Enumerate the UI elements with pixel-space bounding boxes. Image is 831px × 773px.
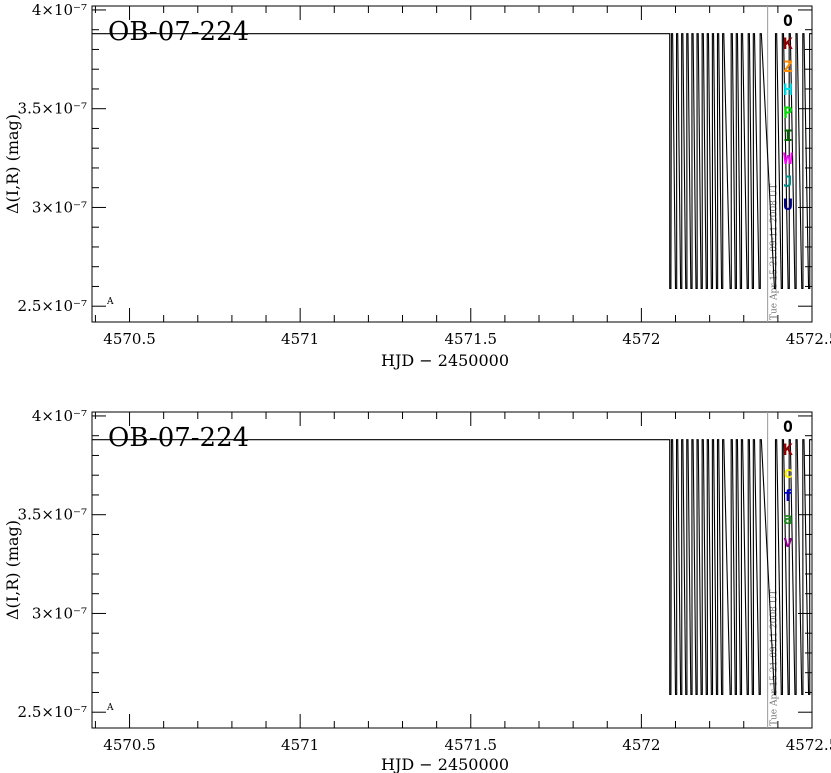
x-axis-label: HJD − 2450000 <box>381 351 509 370</box>
legend-entry: O <box>783 11 793 30</box>
legend-entry: U <box>783 195 793 214</box>
marker-label: A <box>106 297 114 307</box>
legend-entry: P <box>783 103 793 122</box>
y-tick-label: 3×10⁻⁷ <box>32 198 87 216</box>
legend-entry: I <box>783 126 793 145</box>
y-axis-label: Δ(I,R) (mag) <box>3 520 22 620</box>
x-tick-label: 4572.5 <box>786 736 831 754</box>
y-tick-label: 2.5×10⁻⁷ <box>18 297 87 315</box>
legend-entry: H <box>783 80 793 99</box>
chart-title: OB-07-224 <box>108 423 249 453</box>
x-tick-label: 4570.5 <box>103 330 156 348</box>
y-tick-label: 2.5×10⁻⁷ <box>18 703 87 721</box>
x-tick-label: 4570.5 <box>103 736 156 754</box>
marker-label: A <box>106 703 114 713</box>
chart-panel-top: 4570.5 4571 4571.5 4572 4572.5 2.5×10⁻⁷ 3×10⁻⁷… <box>3 1 831 370</box>
y-tick-label: 3×10⁻⁷ <box>32 604 87 622</box>
legend-entry: v <box>783 532 793 551</box>
legend-entry: W <box>783 149 793 168</box>
x-tick-label: 4572 <box>622 736 660 754</box>
y-tick-label: 4×10⁻⁷ <box>32 407 87 425</box>
legend-entry: Z <box>783 57 793 76</box>
y-tick-label: 3.5×10⁻⁷ <box>18 506 87 524</box>
legend-entry: c <box>783 463 793 482</box>
y-tick-label: 4×10⁻⁷ <box>32 1 87 19</box>
legend-entry: f <box>783 486 793 505</box>
x-tick-label: 4571 <box>281 330 319 348</box>
x-tick-label: 4571.5 <box>445 330 498 348</box>
now-timestamp: Tue Apr 15 21:09:11 2008 UT <box>770 590 780 726</box>
x-tick-label: 4571.5 <box>445 736 498 754</box>
now-timestamp: Tue Apr 15 21:09:11 2008 UT <box>770 184 780 320</box>
plot-frame <box>91 411 813 729</box>
series-line <box>92 439 812 695</box>
legend-entry: K <box>783 34 793 53</box>
y-axis-label: Δ(I,R) (mag) <box>3 114 22 214</box>
series-line <box>92 33 812 289</box>
x-axis-label: HJD − 2450000 <box>381 755 509 773</box>
chart-title: OB-07-224 <box>108 17 249 47</box>
y-tick-label: 3.5×10⁻⁷ <box>18 100 87 118</box>
x-tick-label: 4572 <box>622 330 660 348</box>
x-tick-label: 4571 <box>281 736 319 754</box>
plot-frame <box>91 5 813 323</box>
x-tick-label: 4572.5 <box>786 330 831 348</box>
legend-entry: K <box>783 440 793 459</box>
chart-panel-bottom: 4570.5 4571 4571.5 4572 4572.5 2.5×10⁻⁷ 3×10⁻⁷… <box>3 407 831 773</box>
legend-entry: a <box>783 509 793 528</box>
legend-entry: O <box>783 417 793 436</box>
legend-entry: J <box>783 172 793 191</box>
